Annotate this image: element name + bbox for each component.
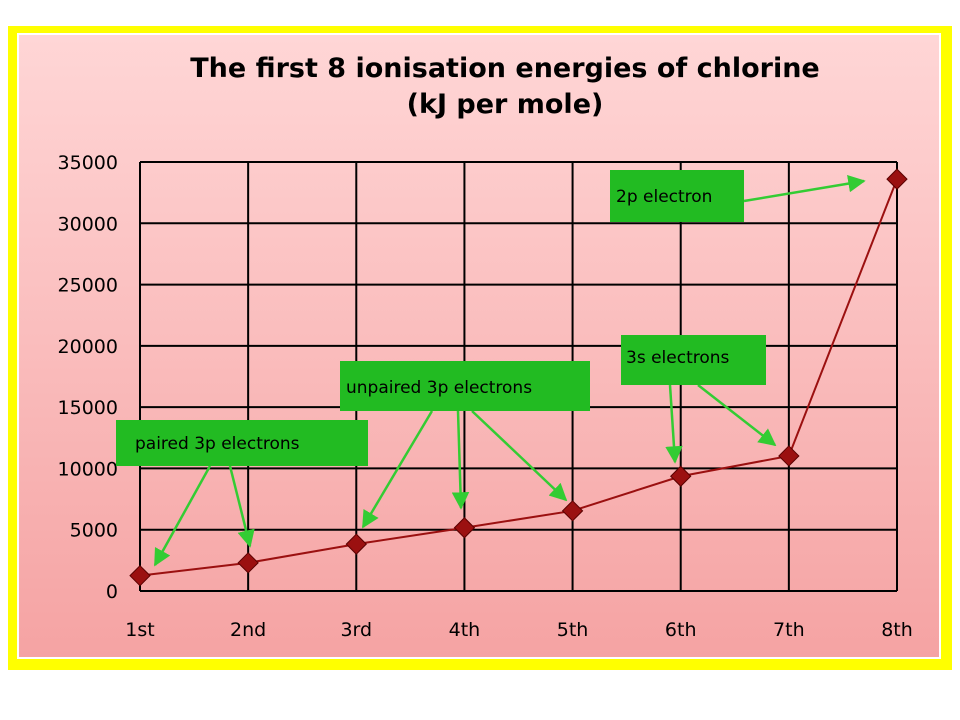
annotation-box [610,170,744,222]
annotation-arrow [228,465,255,548]
data-point [345,533,367,555]
y-tick-label: 25000 [58,275,118,297]
data-point [886,168,908,190]
data-point [453,517,476,539]
grid [139,161,898,592]
x-tick-label: 1st [125,619,154,641]
annotation-box [621,335,766,385]
y-tick-label: 0 [106,581,118,603]
x-tick-label: 2nd [230,619,266,641]
annotation-arrow [153,465,212,567]
chart-subtitle: (kJ per mole) [407,89,604,120]
x-axis-ticks: 1st 2nd 3rd 4th 5th 6th 7th 8th [125,619,913,641]
annotation-box [116,420,368,466]
annotation-arrow [743,174,866,203]
annotation-label: paired 3p electrons [135,434,300,454]
y-tick-label: 5000 [70,520,118,542]
x-tick-label: 8th [881,619,913,641]
annotations: paired 3p electrons unpaired 3p electrons… [116,170,866,567]
y-tick-label: 15000 [58,397,118,419]
annotation-label: 3s electrons [626,348,730,368]
data-point [561,500,584,522]
y-tick-label: 35000 [58,152,118,174]
data-point [778,445,800,467]
series-line [139,178,898,577]
annotation-label: 2p electron [616,187,712,207]
annotation-label: unpaired 3p electrons [346,378,532,398]
x-tick-label: 7th [773,619,805,641]
y-tick-label: 30000 [58,213,118,235]
annotation-arrow [665,384,683,464]
y-axis-ticks: 0 5000 10000 15000 20000 25000 30000 35000 [58,152,118,603]
annotation-arrow [361,410,434,529]
data-point [670,465,692,487]
data-point [129,564,151,587]
annotation-arrow [471,410,568,502]
y-tick-label: 20000 [58,336,118,358]
x-tick-label: 5th [557,619,589,641]
series [129,168,908,587]
x-tick-label: 6th [665,619,697,641]
chart-border [17,33,941,659]
annotation-box [340,361,590,411]
annotation-arrow [451,410,470,510]
x-tick-label: 3rd [340,619,372,641]
chart-title: The first 8 ionisation energies of chlor… [190,53,820,84]
x-tick-label: 4th [449,619,481,641]
annotation-arrow [697,384,777,447]
data-point [237,552,259,574]
y-tick-label: 10000 [58,458,118,480]
